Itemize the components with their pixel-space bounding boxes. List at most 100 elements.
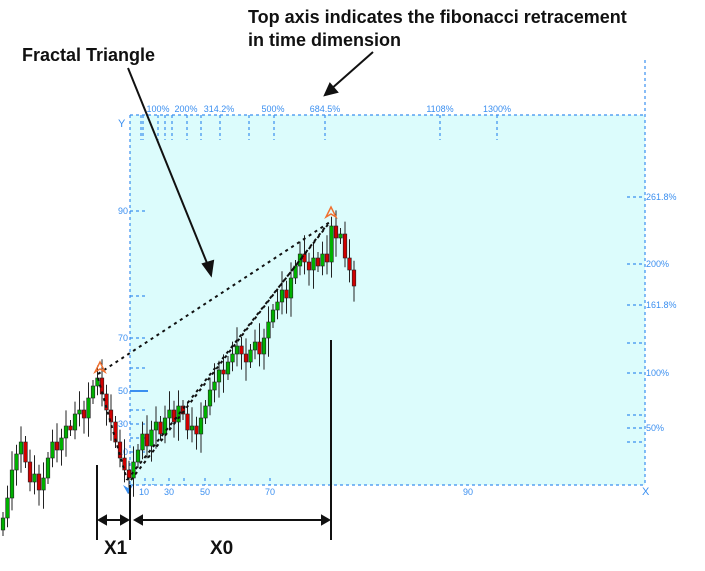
candle: [27, 449, 33, 492]
candle: [347, 239, 352, 283]
candle-body: [261, 337, 267, 355]
candle: [329, 216, 334, 278]
candle-body: [198, 417, 204, 435]
candle: [63, 410, 69, 457]
fractal-top-marker-right: [324, 205, 338, 219]
candle-body: [257, 341, 262, 355]
candle-body: [207, 389, 213, 407]
candle: [32, 455, 37, 495]
candle-body: [284, 289, 289, 299]
candle: [54, 423, 60, 463]
candle: [189, 407, 195, 443]
candle: [311, 242, 316, 289]
candle: [284, 280, 289, 314]
candle-body: [41, 477, 46, 491]
candle: [257, 323, 262, 367]
left-axis-label: 50: [118, 386, 128, 396]
x0-arrow-right-head: [321, 514, 332, 526]
x0-label: X0: [210, 538, 234, 559]
candle-body: [302, 253, 307, 263]
right-axis-label: 161.8%: [646, 300, 677, 310]
candle: [333, 210, 339, 257]
candle: [23, 436, 28, 468]
top-axis-note: Top axis indicates the fibonacci retrace…: [248, 6, 627, 52]
bottom-axis-label: 90: [463, 487, 473, 497]
candle-body: [18, 441, 24, 455]
candle-body: [288, 277, 294, 299]
candle-body: [27, 461, 33, 483]
candle-body: [266, 321, 271, 339]
candle-body: [216, 369, 222, 383]
candle-body: [243, 353, 249, 363]
candle: [0, 512, 6, 536]
candle: [50, 429, 55, 468]
candle-body: [63, 425, 69, 439]
candle-body: [122, 457, 127, 471]
candle-body: [77, 409, 82, 415]
candle: [176, 390, 181, 441]
candle-body: [338, 233, 343, 239]
candle-body: [81, 409, 87, 419]
fractal-triangle-label: Fractal Triangle: [22, 45, 156, 65]
top-axis-callout-arrowhead: [323, 82, 339, 97]
candle-body: [153, 421, 159, 431]
candle: [77, 391, 82, 427]
x1-arrow-left-head: [96, 514, 107, 526]
candle: [144, 415, 150, 459]
candle-body: [225, 361, 231, 375]
x0-arrow-left-head: [132, 514, 143, 526]
candle-body: [248, 349, 253, 363]
candle: [5, 485, 10, 528]
candle-body: [167, 409, 172, 419]
candle: [207, 377, 213, 416]
candle: [135, 444, 141, 468]
candle-body: [176, 405, 181, 423]
candle: [338, 228, 343, 244]
fractal-top-marker-left: [93, 360, 107, 374]
candle-body: [45, 457, 51, 479]
candle: [216, 360, 222, 398]
top-axis-callout-arrow: [329, 51, 374, 91]
candle: [203, 400, 208, 424]
top-axis-label: 100%: [146, 104, 169, 114]
candle: [45, 452, 51, 484]
candle-body: [158, 421, 163, 435]
candle-body: [59, 437, 64, 451]
candle: [266, 306, 271, 357]
triangle-lower-edge-2: [130, 225, 327, 481]
x-axis-letter: X: [642, 486, 650, 498]
candle-body: [252, 341, 258, 351]
bottom-axis-label: 10: [139, 487, 149, 497]
candle: [225, 356, 231, 380]
candle: [140, 421, 145, 460]
measure-lines: [96, 340, 332, 540]
left-axis-label: 90: [118, 206, 128, 216]
candle: [342, 221, 348, 268]
right-axis-label: 50%: [646, 423, 664, 433]
candle-body: [275, 301, 280, 311]
candle: [153, 406, 159, 449]
candle: [180, 400, 186, 420]
candle-body: [144, 433, 150, 447]
candle: [81, 400, 87, 434]
triangle-lower-edge: [126, 221, 331, 481]
candle-body: [131, 461, 136, 479]
candle: [243, 338, 249, 381]
fractal-triangle: [97, 221, 331, 481]
candle-body: [329, 225, 334, 263]
candle-body: [239, 345, 244, 355]
candle-body: [9, 469, 15, 499]
candle-body: [23, 441, 28, 463]
candle: [221, 354, 226, 393]
candle-body: [297, 253, 303, 267]
candle: [297, 241, 303, 276]
candle: [261, 328, 267, 370]
candle: [36, 464, 42, 506]
candle-body: [230, 353, 235, 363]
candle: [9, 451, 15, 511]
candle: [131, 446, 136, 497]
x1-arrow-right-head: [120, 514, 131, 526]
axes: 100% 200% 314.2% 500% 684.5% 1108% 1300% 261.8%…: [118, 60, 677, 498]
candle: [324, 235, 330, 275]
candle-body: [185, 413, 190, 431]
